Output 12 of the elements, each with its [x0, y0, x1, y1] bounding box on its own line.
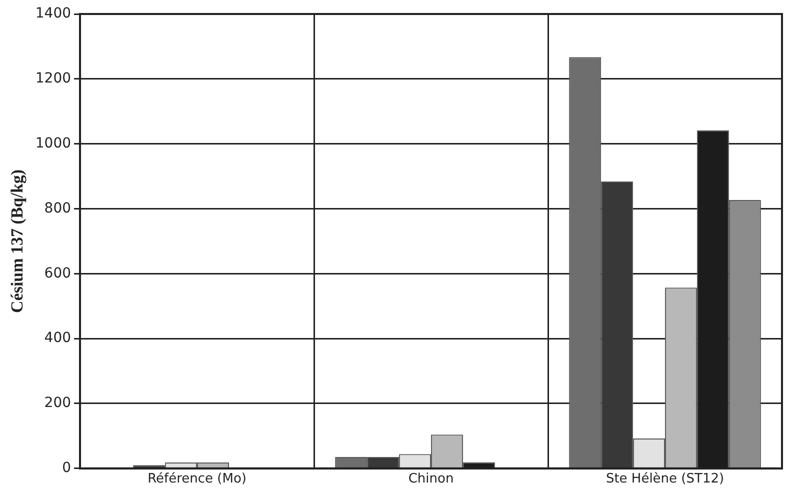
y-tick-label: 1400	[35, 6, 72, 22]
y-tick-label: 600	[44, 265, 72, 282]
y-tick-label: 1200	[35, 70, 72, 87]
y-tick-label: 0	[62, 460, 72, 476]
x-tick-label: Référence (Mo)	[148, 472, 246, 487]
y-axis-title: Césium 137 (Bq/kg)	[8, 169, 27, 313]
x-tick-label: Ste Hélène (ST12)	[606, 472, 724, 487]
y-tick-label: 800	[44, 200, 72, 216]
y-tick-label: 1000	[35, 135, 72, 152]
y-tick-label: 200	[44, 395, 72, 412]
y-tick-label: 400	[44, 330, 72, 346]
x-tick-label: Chinon	[408, 472, 454, 487]
